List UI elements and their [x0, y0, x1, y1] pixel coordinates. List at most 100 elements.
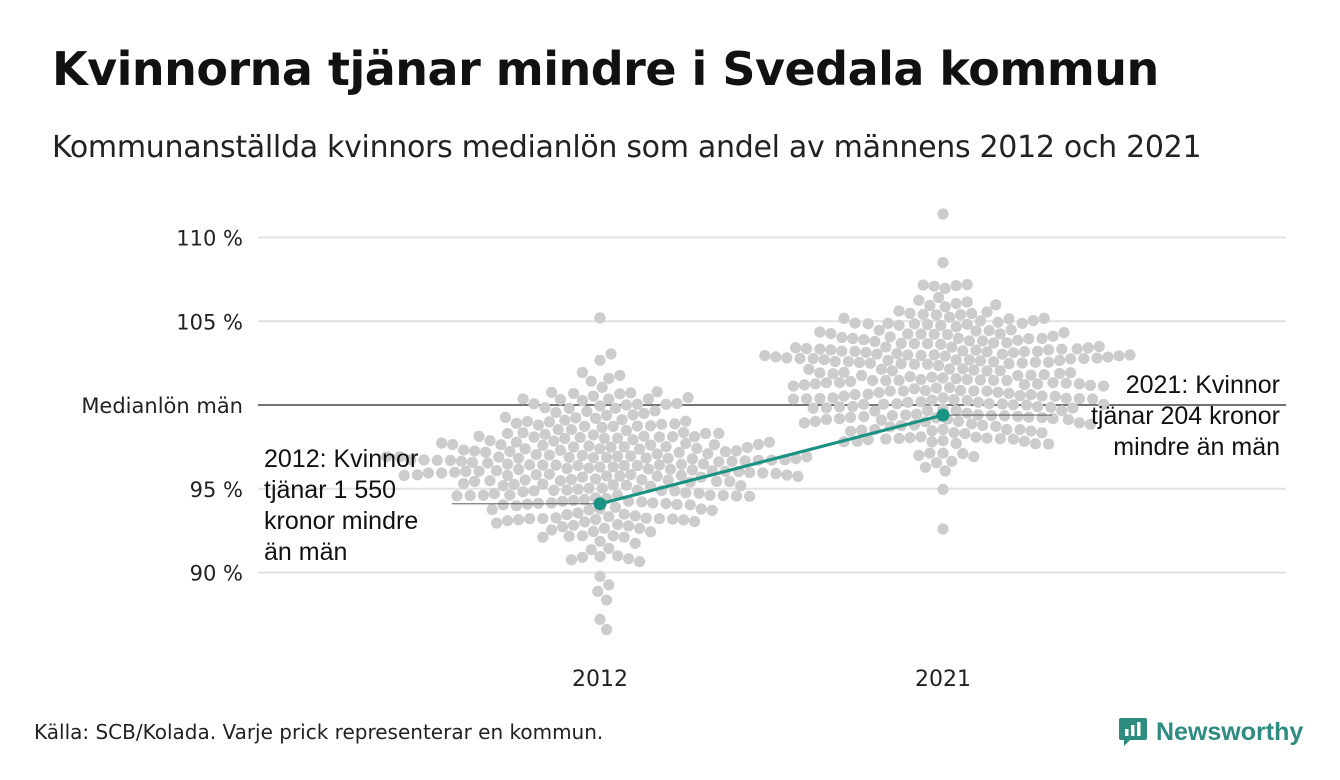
municipality-dot-2012 [583, 504, 595, 516]
municipality-dot-2012 [713, 427, 725, 440]
municipality-dot-2021 [893, 319, 905, 331]
municipality-dot-2021 [908, 318, 921, 330]
municipality-dot-2012 [645, 439, 657, 451]
municipality-dot-2021 [849, 389, 861, 401]
municipality-dot-2021 [961, 373, 973, 386]
municipality-dot-2021 [933, 359, 945, 372]
municipality-dot-2012 [594, 613, 606, 626]
municipality-dot-2012 [405, 454, 417, 466]
municipality-dot-2012 [517, 427, 529, 439]
municipality-dot-2021 [937, 392, 949, 404]
municipality-dot-2021 [913, 294, 925, 306]
municipality-dot-2012 [711, 475, 723, 487]
municipality-dot-2021 [1032, 401, 1044, 413]
municipality-dot-2012 [592, 585, 604, 598]
gridlines [258, 236, 1286, 574]
municipality-dot-2021 [1078, 353, 1090, 365]
municipality-dot-2021 [974, 315, 987, 327]
municipality-dot-2021 [858, 411, 870, 423]
municipality-dot-2021 [886, 410, 899, 422]
municipality-dot-2021 [961, 296, 973, 308]
municipality-dot-2012 [603, 393, 615, 405]
municipality-dot-2021 [970, 325, 982, 337]
municipality-dot-2012 [497, 480, 509, 492]
municipality-dot-2021 [1038, 369, 1050, 381]
municipality-dot-2012 [590, 473, 602, 485]
municipality-dot-2012 [631, 398, 644, 410]
municipality-dot-2021 [893, 432, 905, 445]
municipality-dot-2021 [807, 353, 819, 365]
municipality-dot-2012 [629, 510, 641, 522]
municipality-dot-2012 [482, 457, 494, 469]
municipality-dot-2021 [1047, 330, 1059, 342]
municipality-dot-2021 [873, 387, 885, 399]
municipality-dot-2012 [651, 470, 663, 482]
municipality-dot-2012 [418, 454, 430, 466]
municipality-dot-2012 [579, 516, 591, 528]
municipality-dot-2012 [394, 451, 406, 463]
municipality-dot-2021 [1056, 343, 1068, 355]
municipality-dot-2021 [939, 350, 951, 362]
municipality-dot-2021 [937, 483, 949, 495]
municipality-dot-2012 [548, 484, 560, 496]
municipality-dot-2012 [411, 469, 423, 481]
municipality-dot-2012 [546, 497, 558, 509]
municipality-dot-2021 [798, 417, 811, 429]
municipality-dot-2012 [631, 420, 644, 432]
municipality-dot-2012 [568, 519, 580, 531]
municipality-dot-2021 [908, 358, 921, 370]
municipality-dot-2012 [557, 495, 569, 507]
municipality-dot-2012 [634, 443, 646, 455]
municipality-dot-2021 [904, 432, 916, 444]
municipality-dot-2021 [926, 371, 938, 383]
municipality-dot-2021 [1014, 424, 1026, 436]
municipality-dot-2012 [730, 490, 743, 502]
municipality-dot-2021 [809, 415, 822, 427]
municipality-dot-2021 [928, 349, 940, 361]
municipality-dot-2021 [880, 341, 892, 353]
municipality-dot-2012 [585, 375, 597, 387]
municipality-dot-2021 [827, 368, 839, 380]
municipality-dot-2021 [937, 447, 949, 459]
municipality-dot-2021 [1018, 346, 1030, 358]
municipality-dot-2021 [915, 396, 927, 408]
municipality-dot-2012 [513, 463, 525, 476]
municipality-dot-2021 [955, 384, 967, 396]
municipality-dot-2021 [845, 425, 857, 437]
municipality-dot-2021 [963, 354, 976, 366]
municipality-dot-2021 [869, 335, 881, 348]
municipality-dot-2012 [741, 441, 754, 454]
municipality-dot-2012 [546, 524, 558, 536]
municipality-dot-2021 [1054, 367, 1066, 380]
municipality-dot-2021 [988, 356, 1000, 368]
municipality-dot-2012 [594, 570, 606, 583]
municipality-dot-2012 [763, 436, 776, 448]
municipality-dot-2021 [930, 309, 943, 321]
municipality-dot-2012 [587, 525, 600, 538]
municipality-dot-2021 [1007, 433, 1020, 445]
municipality-dot-2012 [618, 531, 630, 543]
municipality-dot-2021 [1021, 399, 1033, 411]
highlight-point-2021 [936, 408, 950, 422]
municipality-dot-2012 [486, 503, 498, 516]
municipality-dot-2012 [653, 431, 666, 443]
municipality-dot-2021 [992, 386, 1004, 398]
municipality-dot-2021 [1005, 324, 1017, 336]
municipality-dot-2012 [519, 443, 531, 455]
municipality-dot-2012 [662, 474, 674, 486]
municipality-dot-2012 [559, 432, 571, 445]
municipality-dot-2021 [856, 369, 868, 382]
municipality-dot-2012 [510, 417, 522, 429]
municipality-dot-2012 [620, 399, 633, 411]
municipality-dot-2021 [966, 418, 978, 430]
municipality-dot-2012 [770, 467, 782, 480]
municipality-dot-2021 [858, 398, 870, 410]
municipality-dot-2012 [594, 461, 606, 473]
municipality-dot-2021 [1073, 378, 1085, 390]
municipality-dot-2021 [829, 355, 841, 368]
municipality-dot-2021 [1065, 353, 1077, 365]
municipality-dot-2021 [935, 319, 947, 331]
municipality-dot-2021 [882, 317, 894, 329]
municipality-dot-2021 [1003, 313, 1015, 325]
municipality-dot-2012 [651, 448, 663, 460]
